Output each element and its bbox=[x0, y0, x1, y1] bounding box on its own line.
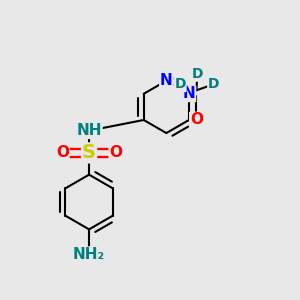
Text: O: O bbox=[109, 146, 122, 160]
Text: NH₂: NH₂ bbox=[73, 247, 105, 262]
Text: D: D bbox=[192, 67, 203, 81]
Text: O: O bbox=[56, 146, 69, 160]
Text: N: N bbox=[160, 73, 173, 88]
Text: NH: NH bbox=[76, 123, 102, 138]
Text: S: S bbox=[82, 143, 96, 163]
Text: D: D bbox=[208, 77, 219, 91]
Text: N: N bbox=[183, 86, 195, 101]
Text: O: O bbox=[190, 112, 203, 128]
Text: D: D bbox=[174, 77, 186, 91]
